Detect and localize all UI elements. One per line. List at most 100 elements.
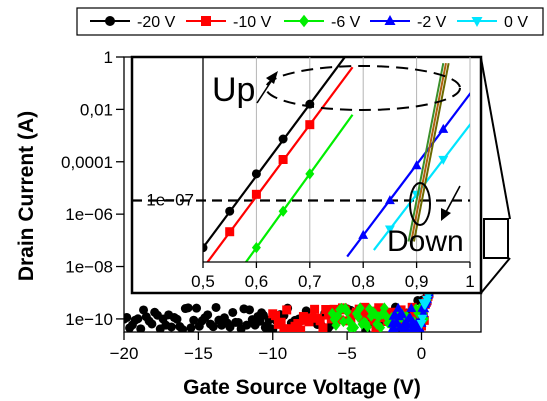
data-point xyxy=(124,312,132,322)
inset-data-point xyxy=(438,155,449,165)
data-point xyxy=(353,311,363,323)
annotation-down: Down xyxy=(387,225,464,258)
inset-series-line xyxy=(203,57,347,250)
data-point xyxy=(388,307,398,317)
data-point xyxy=(136,324,146,332)
zoom-connector-bottom xyxy=(480,257,511,294)
x-tick-label: −20 xyxy=(110,344,139,363)
y-tick-label: 1e−06 xyxy=(65,205,113,224)
zoom-region-rect xyxy=(483,218,509,259)
inset-data-point xyxy=(278,205,288,217)
data-point xyxy=(183,303,193,313)
data-point xyxy=(329,304,339,314)
inset-x-tick-label: 0,6 xyxy=(245,272,269,291)
legend-marker xyxy=(384,15,396,25)
x-tick-label: −15 xyxy=(184,344,213,363)
inset-x-tick-label: 0,8 xyxy=(351,272,375,291)
inset-data-point xyxy=(278,134,288,144)
inset-data-point xyxy=(384,225,395,235)
inset-series-line xyxy=(206,66,354,262)
y-tick-label: 0,0001 xyxy=(61,153,113,172)
data-point xyxy=(331,319,341,331)
x-tick-label: −5 xyxy=(337,344,356,363)
data-point xyxy=(397,308,407,318)
data-point xyxy=(360,302,370,312)
data-point xyxy=(417,314,428,324)
data-point xyxy=(208,322,218,332)
data-point xyxy=(406,303,417,313)
data-point xyxy=(402,319,413,329)
inset-bundle-line xyxy=(412,62,450,242)
data-point xyxy=(335,315,345,325)
legend-label: -2 V xyxy=(417,14,447,31)
data-point xyxy=(192,303,202,313)
data-point xyxy=(282,305,292,315)
inset-background xyxy=(130,55,483,295)
inset-series--6V xyxy=(244,114,354,262)
up-arrow-head xyxy=(266,71,278,84)
data-point xyxy=(321,305,331,315)
legend-marker xyxy=(105,16,115,26)
inset-data-point xyxy=(203,243,208,253)
inset-data-point xyxy=(438,123,449,133)
annotation-up: Up xyxy=(212,71,255,109)
inset-data-point xyxy=(305,120,315,130)
data-point xyxy=(416,319,427,329)
data-point xyxy=(166,322,176,332)
inset-series--2V xyxy=(346,92,470,258)
legend-label: -10 V xyxy=(233,14,272,31)
inset-data-point xyxy=(251,189,261,199)
data-point xyxy=(276,317,286,327)
data-point xyxy=(245,305,255,315)
data-point xyxy=(296,325,306,332)
up-ellipse xyxy=(265,65,461,111)
y-axis-label: Drain Current (A) xyxy=(15,111,38,281)
y-tick-label: 1 xyxy=(104,48,113,67)
data-point xyxy=(422,296,433,306)
data-point xyxy=(310,304,320,314)
x-axis-label: Gate Source Voltage (V) xyxy=(183,376,421,399)
inset-data-point xyxy=(251,169,261,179)
down-arrow-head xyxy=(441,208,451,221)
inset-data-point xyxy=(251,242,261,254)
data-point xyxy=(368,315,378,325)
data-point xyxy=(393,302,404,312)
zoom-connector-top xyxy=(480,57,511,220)
data-point xyxy=(186,323,196,332)
data-point xyxy=(414,322,425,332)
data-point xyxy=(379,302,389,314)
up-arrow-line xyxy=(256,79,273,104)
legend-marker xyxy=(471,17,483,27)
data-point xyxy=(133,314,143,324)
data-point xyxy=(418,307,429,317)
data-point xyxy=(172,314,182,324)
legend-label: -20 V xyxy=(137,14,176,31)
data-point xyxy=(318,323,328,332)
inset-series xyxy=(203,57,470,262)
data-point xyxy=(374,303,384,313)
data-point xyxy=(376,321,386,332)
inset-data-point xyxy=(278,155,288,164)
y-tick-label: 0,01 xyxy=(80,100,113,119)
data-point xyxy=(293,319,303,329)
y-tick-label: 1e−08 xyxy=(65,258,113,277)
inset-x-tick-label: 0,7 xyxy=(298,272,322,291)
data-point xyxy=(315,316,325,326)
data-point xyxy=(147,319,157,329)
inset-data-point xyxy=(225,206,235,216)
data-point xyxy=(338,316,348,328)
x-tick-label: 0 xyxy=(417,344,426,363)
data-point xyxy=(357,313,367,323)
inset-x-tick-label: 1 xyxy=(465,272,474,291)
inset-bundle-line xyxy=(410,62,447,242)
y-tick-label: 1e−10 xyxy=(65,310,113,329)
inset-data-point xyxy=(384,195,395,205)
data-point xyxy=(307,313,317,323)
main-axes: −20 −15 −10 −5 0 1 0,01 0,0001 1e−06 1e−08 1e−10 xyxy=(61,48,426,363)
legend-label: -6 V xyxy=(331,14,361,31)
data-point xyxy=(271,311,281,321)
data-point xyxy=(363,321,373,332)
inset-data-point xyxy=(305,168,315,180)
inset-data-point xyxy=(225,227,235,237)
